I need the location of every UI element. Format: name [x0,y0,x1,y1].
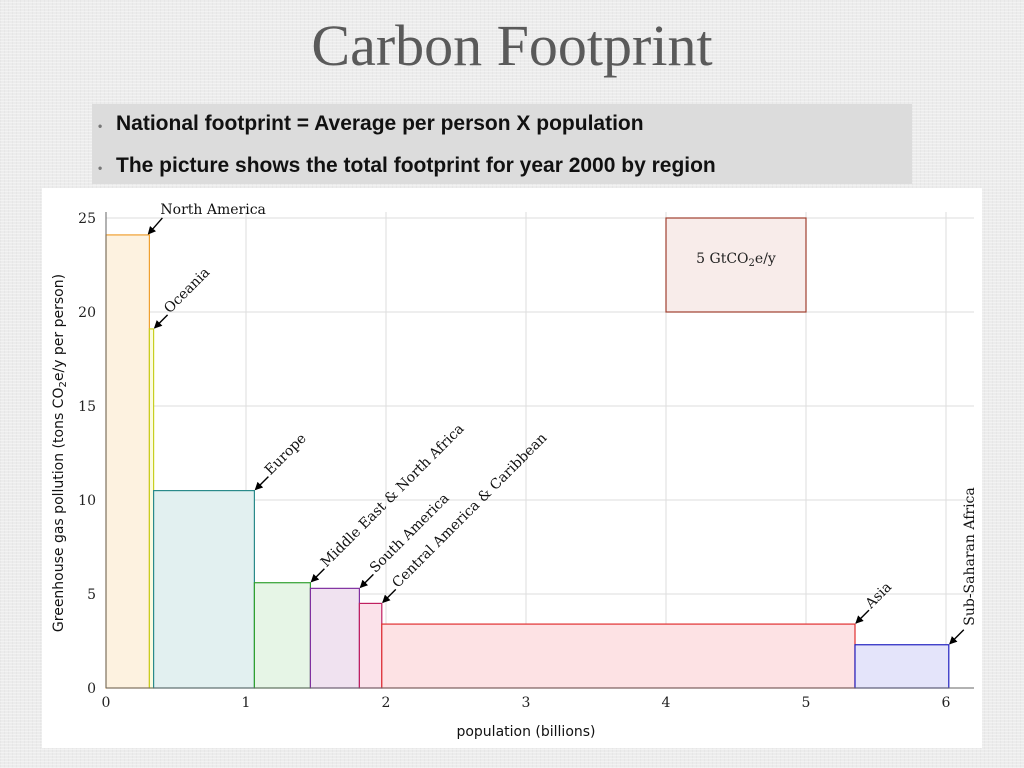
y-tick-label: 15 [78,399,96,415]
scale-label-part: e/y [755,251,776,267]
region-annotation: Europe [254,431,310,491]
region-annotation: North America [147,202,266,235]
x-tick-label: 3 [522,695,531,711]
scale-label-subscript: 2 [749,258,755,269]
annotation-arrow-icon [359,573,374,589]
region-label-north-america: North America [160,202,266,218]
region-annotation: Asia [855,579,895,624]
annotation-arrow-icon [254,476,269,491]
region-annotation: Central America & Caribbean [382,430,550,604]
region-label-europe: Europe [262,431,310,479]
bar-europe [152,490,256,689]
bullet-list: • National footprint = Average per perso… [92,104,912,184]
bullet-text: National footprint = Average per person … [116,112,644,135]
y-tick-label: 10 [78,493,96,509]
y-tick-label: 0 [87,681,96,697]
annotation-arrow-icon [147,217,163,235]
slide-title: Carbon Footprint [311,13,713,78]
bar-sub-saharan-africa [854,644,950,689]
annotation-arrow-icon [949,629,965,645]
bars-layer [105,234,950,689]
region-annotation: Sub-Saharan Africa [949,487,978,645]
y-axis-title-part: e/y per person) [51,274,67,381]
chart-panel: 5 GtCO2e/y 0 1 2 3 4 5 6 0 5 10 15 20 25 population (… [42,188,982,748]
x-tick-label: 0 [102,695,111,711]
scale-label-part: 5 GtCO [696,251,748,267]
annotation-arrow-icon [153,314,169,329]
bullet-text: The picture shows the total footprint fo… [116,154,716,177]
bullet-dot-icon: • [98,161,103,175]
annotation-arrow-icon [382,588,397,604]
y-tick-label: 20 [78,305,96,321]
y-axis-title-subscript: 2 [58,381,69,387]
x-tick-label: 1 [242,695,251,711]
bar-middle-east-north-africa [253,582,311,689]
bullet-dot-icon: • [98,119,103,133]
scale-reference-label: 5 GtCO2e/y [696,251,776,269]
scale-box-layer: 5 GtCO2e/y [665,217,807,313]
bar-oceania [148,328,155,689]
x-tick-label: 4 [662,695,671,711]
bar-south-america [309,587,360,689]
x-tick-label: 2 [382,695,391,711]
y-axis-title-part: Greenhouse gas pollution (tons CO [51,388,67,633]
x-axis-title: population (billions) [456,724,595,740]
bullet-item: • The picture shows the total footprint … [98,154,716,178]
axis-layer: 0 1 2 3 4 5 6 0 5 10 15 20 25 population (billions) Gr… [51,211,974,740]
bar-asia [381,623,856,689]
annotation-arrow-icon [310,568,325,583]
x-tick-label: 6 [942,695,951,711]
bar-north-america [105,234,151,689]
annotation-arrow-icon [855,609,870,624]
x-tick-label: 5 [802,695,811,711]
scale-reference-box [665,217,807,313]
y-tick-label: 25 [78,211,96,227]
region-label-oceania: Oceania [161,265,213,317]
y-tick-label: 5 [87,587,96,603]
region-label-asia: Asia [862,579,895,612]
region-annotation: Oceania [153,265,213,329]
region-label-sub-saharan-africa: Sub-Saharan Africa [962,487,978,626]
bar-central-america-caribbean [358,602,383,689]
y-axis-title: Greenhouse gas pollution (tons CO2e/y pe… [51,274,69,632]
bullet-item: • National footprint = Average per perso… [98,112,644,136]
